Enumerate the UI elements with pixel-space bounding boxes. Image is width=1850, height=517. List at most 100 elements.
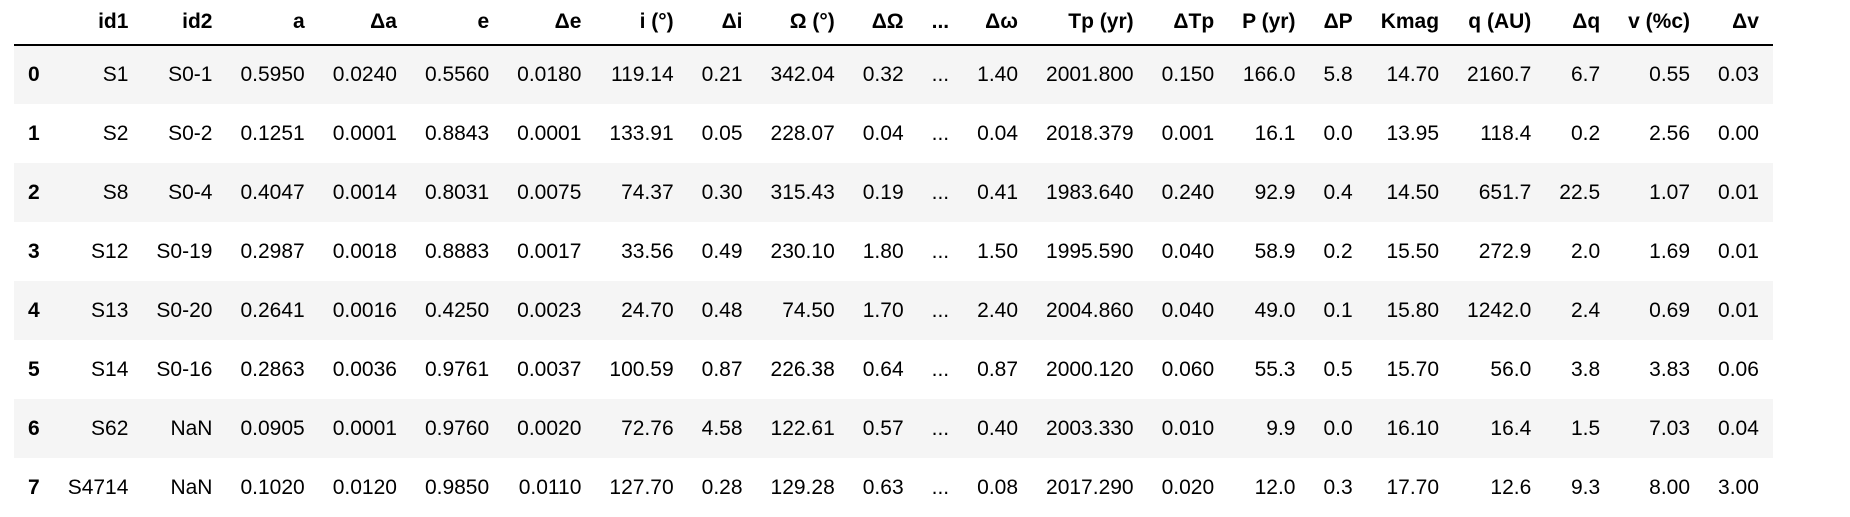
table-cell: 14.50 <box>1386 180 1440 204</box>
table-cell: 0.87 <box>977 357 1019 381</box>
column-header: ΔP <box>1309 0 1367 46</box>
table-cell: 0.1251 <box>240 121 305 145</box>
table-cell: 0.040 <box>1161 239 1215 263</box>
table-cell: 0.8843 <box>424 121 490 145</box>
column-header: e <box>410 0 504 46</box>
table-cell: 9.9 <box>1266 416 1296 440</box>
table-cell: 0.2863 <box>240 357 305 381</box>
row-index: 4 <box>28 298 40 322</box>
table-cell: 74.37 <box>621 180 674 204</box>
column-header: id2 <box>142 0 227 46</box>
table-cell: 342.04 <box>770 63 835 86</box>
table-cell: 0.0001 <box>517 121 582 145</box>
table-cell: S0-19 <box>156 239 213 263</box>
index-header <box>14 0 54 46</box>
table-cell: S0-1 <box>168 63 213 86</box>
row-index: 3 <box>28 239 40 263</box>
table-cell: 0.0016 <box>332 298 397 322</box>
table-cell: 0.0020 <box>517 416 582 440</box>
table-cell: 129.28 <box>770 475 835 499</box>
table-cell: 0.48 <box>701 298 743 322</box>
table-cell: 0.5560 <box>424 63 490 86</box>
table-cell: 0.01 <box>1718 239 1759 263</box>
table-cell: 8.00 <box>1649 475 1691 499</box>
column-header: Tp (yr) <box>1032 0 1148 46</box>
table-cell: S0-4 <box>168 180 213 204</box>
table-cell: 9.3 <box>1570 475 1601 499</box>
row-index: 6 <box>28 416 40 440</box>
table-cell: 0.0001 <box>332 416 397 440</box>
table-cell: S62 <box>91 416 129 440</box>
table-cell: 272.9 <box>1478 239 1532 263</box>
table-cell: 0.55 <box>1649 63 1691 86</box>
table-cell: 0.0037 <box>517 357 582 381</box>
table-cell: 0.001 <box>1161 121 1215 145</box>
table-cell: 0.0018 <box>332 239 397 263</box>
table-cell: 0.0017 <box>517 239 582 263</box>
table-cell: 16.1 <box>1254 121 1296 145</box>
table-cell: 0.0023 <box>517 298 582 322</box>
table-cell: 3.8 <box>1570 357 1601 381</box>
table-cell: 4.58 <box>701 416 743 440</box>
table-cell: S1 <box>102 63 129 86</box>
column-header: ΔΩ <box>848 0 918 46</box>
table-cell: 0.08 <box>977 475 1019 499</box>
table-cell: S2 <box>102 121 129 145</box>
table-cell: 0.1020 <box>240 475 305 499</box>
table-cell: 15.50 <box>1386 239 1440 263</box>
table-cell: 0.01 <box>1718 298 1759 322</box>
column-header: Kmag <box>1366 0 1454 46</box>
table-row: 7 S4714 NaN 0.1020 0.0120 0.9850 0.0110 127.70 0… <box>14 458 1773 517</box>
table-cell: 166.0 <box>1242 63 1296 86</box>
table-cell: 1983.640 <box>1046 180 1134 204</box>
table-cell: 0.2 <box>1570 121 1601 145</box>
table-cell: 24.70 <box>621 298 674 322</box>
table-cell: 0.5950 <box>240 63 305 86</box>
table-cell: S8 <box>102 180 129 204</box>
table-cell: 2.4 <box>1570 298 1601 322</box>
table-cell: 2003.330 <box>1046 416 1134 440</box>
table-cell: 226.38 <box>770 357 835 381</box>
column-header: Δa <box>318 0 411 46</box>
table-cell: 2001.800 <box>1046 63 1134 86</box>
row-index: 5 <box>28 357 40 381</box>
column-header: v (%c) <box>1614 0 1705 46</box>
table-cell: 0.32 <box>862 63 904 86</box>
table-row: 3 S12 S0-19 0.2987 0.0018 0.8883 0.0017 33.56 0.… <box>14 222 1773 281</box>
table-cell: ... <box>931 239 950 263</box>
table-cell: 0.21 <box>701 63 743 86</box>
table-cell: 0.9850 <box>424 475 490 499</box>
table-cell: 230.10 <box>770 239 835 263</box>
table-cell: 58.9 <box>1254 239 1296 263</box>
table-cell: 3.83 <box>1649 357 1691 381</box>
column-header: Δq <box>1545 0 1615 46</box>
table-cell: 0.0120 <box>332 475 397 499</box>
table-cell: ... <box>931 416 950 440</box>
table-cell: 0.41 <box>977 180 1019 204</box>
table-cell: 2.40 <box>977 298 1019 322</box>
table-cell: 0.00 <box>1718 121 1759 145</box>
row-index: 0 <box>28 63 40 86</box>
table-cell: 0.0001 <box>332 121 397 145</box>
column-header: ... <box>917 0 964 46</box>
table-cell: 0.2987 <box>240 239 305 263</box>
table-cell: 1242.0 <box>1467 298 1532 322</box>
table-cell: 118.4 <box>1480 121 1532 145</box>
table-cell: 0.03 <box>1718 63 1759 86</box>
table-cell: S12 <box>91 239 129 263</box>
table-cell: 0.0905 <box>240 416 305 440</box>
table-cell: 15.70 <box>1386 357 1440 381</box>
table-row: 0 S1 S0-1 0.5950 0.0240 0.5560 0.0180 119.14 0.2… <box>14 45 1773 104</box>
table-cell: 315.43 <box>770 180 835 204</box>
table-cell: 119.14 <box>610 63 674 86</box>
table-cell: 0.30 <box>701 180 743 204</box>
table-cell: 0.4250 <box>424 298 490 322</box>
table-row: 6 S62 NaN 0.0905 0.0001 0.9760 0.0020 72.76 4.58… <box>14 399 1773 458</box>
table-cell: 0.05 <box>701 121 743 145</box>
table-cell: 0.04 <box>862 121 904 145</box>
column-header: id1 <box>53 0 143 46</box>
table-cell: 16.4 <box>1490 416 1532 440</box>
table-cell: 3.00 <box>1718 475 1759 499</box>
table-cell: 2160.7 <box>1467 63 1532 86</box>
